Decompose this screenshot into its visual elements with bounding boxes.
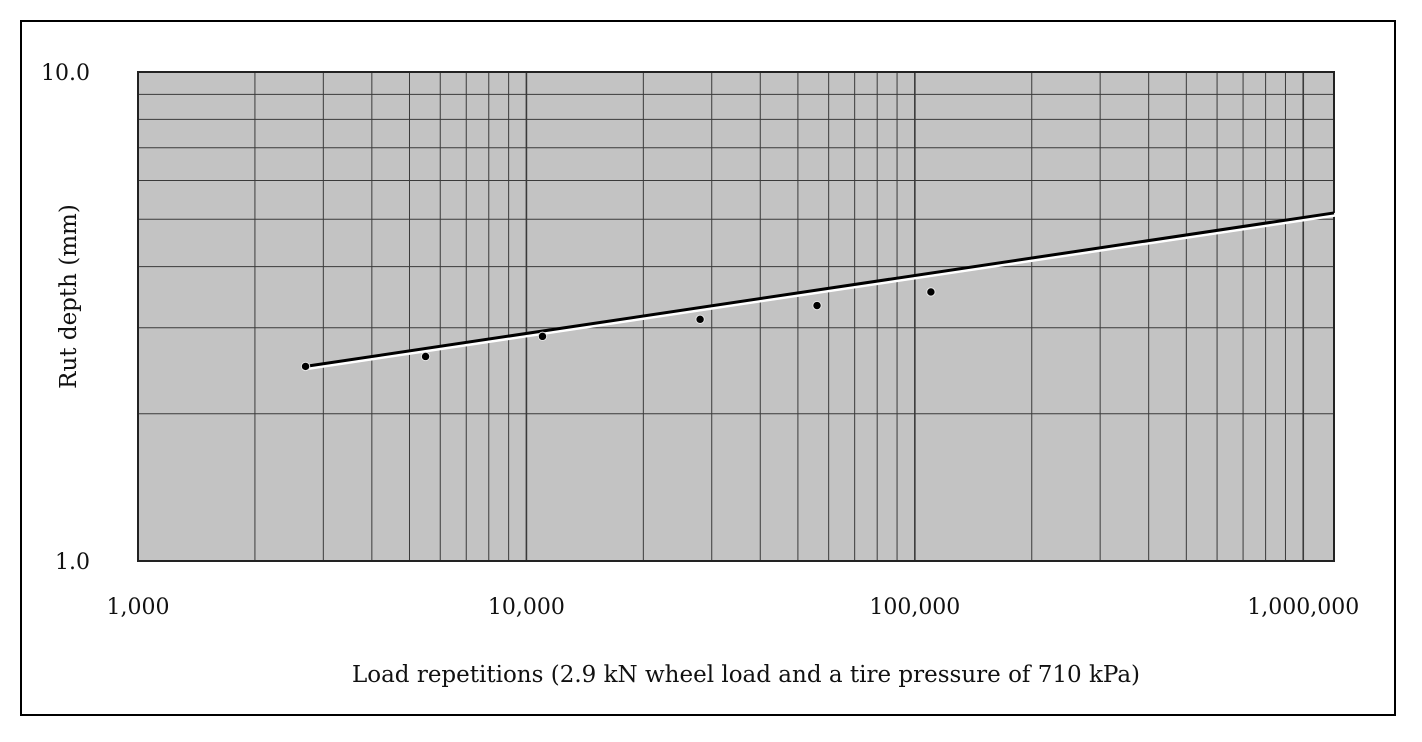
y-axis-title: Rut depth (mm) xyxy=(56,204,82,389)
series-layer xyxy=(300,211,1336,372)
x-tick-label: 10,000 xyxy=(488,595,565,620)
series-line-halo xyxy=(303,212,1336,371)
data-point xyxy=(695,314,705,325)
data-point xyxy=(300,361,311,372)
grid-minor xyxy=(138,72,1334,561)
data-point xyxy=(420,351,431,362)
y-tick-label: 10.0 xyxy=(41,61,90,86)
y-tick-labels: 1.0 10.0 xyxy=(41,61,90,575)
x-tick-labels: 1,000 10,000 100,000 1,000,000 xyxy=(107,595,1360,620)
x-tick-label: 1,000,000 xyxy=(1247,595,1359,620)
plot-border xyxy=(137,71,1335,562)
plot-area xyxy=(138,72,1334,561)
x-tick-label: 1,000 xyxy=(107,595,170,620)
x-tick-label: 100,000 xyxy=(869,595,960,620)
data-point xyxy=(537,331,548,342)
y-tick-label: 1.0 xyxy=(55,550,90,575)
data-point xyxy=(812,300,822,311)
data-point xyxy=(926,287,936,297)
series-line xyxy=(305,211,1335,368)
x-axis-title: Load repetitions (2.9 kN wheel load and … xyxy=(352,662,1140,688)
